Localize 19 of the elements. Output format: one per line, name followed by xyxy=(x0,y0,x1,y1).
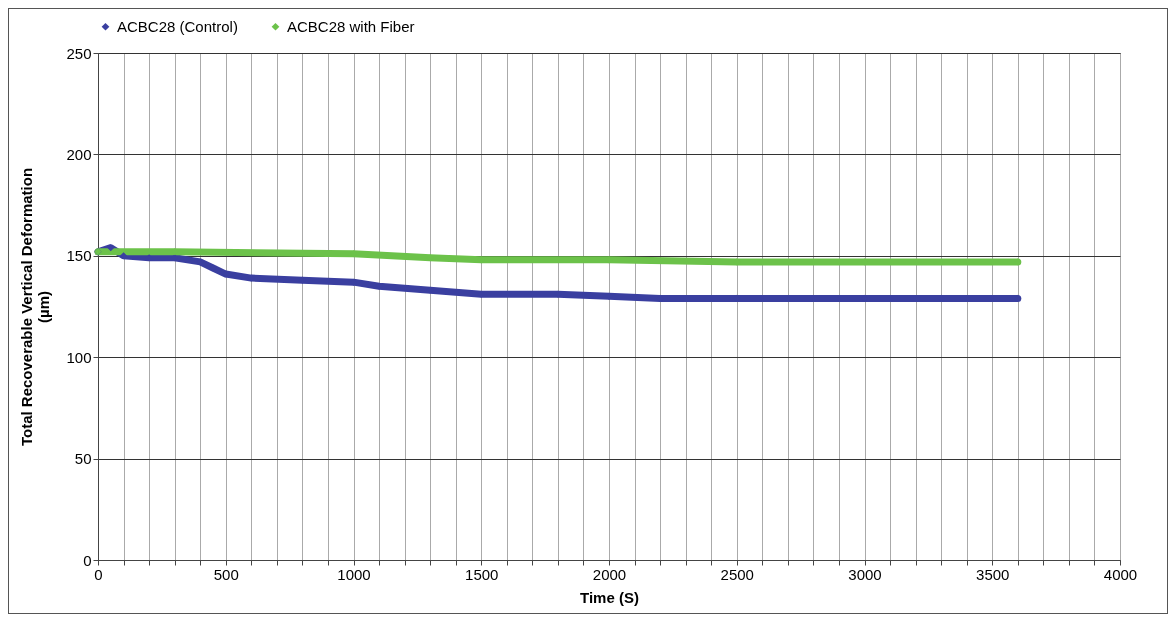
x-tick-label: 4000 xyxy=(1103,565,1138,583)
x-tick-label: 1000 xyxy=(337,565,371,583)
legend-label: ACBC28 (Control) xyxy=(117,17,238,35)
x-tick-label: 3500 xyxy=(976,565,1010,583)
y-tick-label: 150 xyxy=(66,247,92,265)
y-tick-label: 200 xyxy=(66,145,92,163)
y-tick-label: 0 xyxy=(83,551,92,569)
x-tick-label: 3000 xyxy=(848,565,882,583)
x-axis-title: Time (S) xyxy=(580,588,639,606)
x-tick-label: 2500 xyxy=(720,565,754,583)
x-tick-label: 500 xyxy=(213,565,239,583)
y-axis-title: Total Recoverable Vertical Deformation (µm) xyxy=(18,167,53,447)
legend-label: ACBC28 with Fiber xyxy=(287,17,415,35)
x-tick-label: 2000 xyxy=(592,565,627,583)
x-tick-label: 1500 xyxy=(465,565,499,583)
y-tick-label: 50 xyxy=(74,450,92,468)
y-tick-label: 100 xyxy=(66,348,92,366)
y-tick-label: 250 xyxy=(66,44,92,62)
x-tick-label: 0 xyxy=(94,565,103,583)
